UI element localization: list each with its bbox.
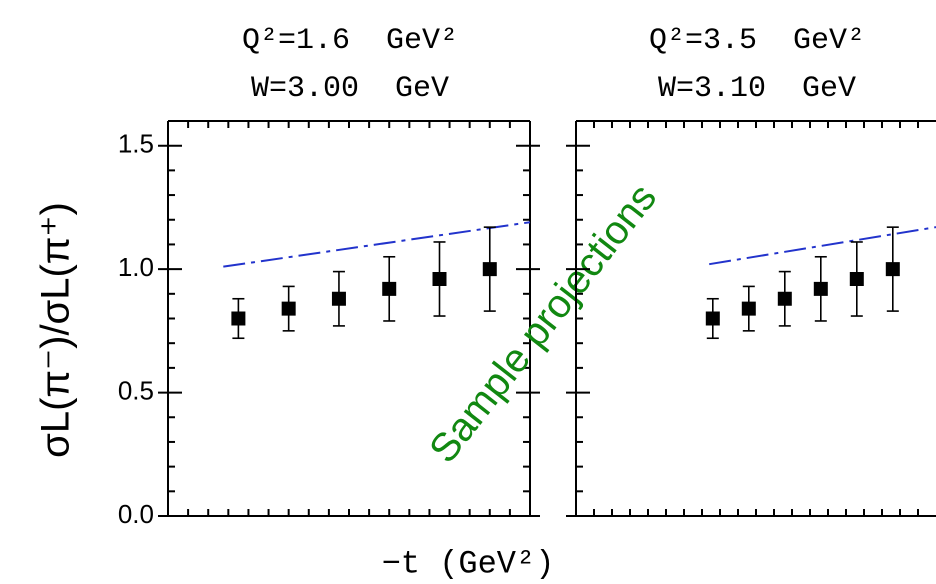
data-point: [849, 272, 864, 286]
panel-title: W=3.00 GeV: [251, 72, 449, 106]
panel-title: Q²=1.6 GeV²: [242, 24, 458, 58]
data-point: [382, 281, 397, 296]
data-point: [741, 301, 756, 316]
panel-title: W=3.10 GeV: [658, 72, 856, 106]
y-axis-label: σL(π⁻)/σL(π⁺): [34, 202, 78, 458]
data-point: [432, 272, 447, 286]
panel-title: Q²=3.5 GeV²: [649, 24, 865, 58]
y-tick-label: 0.5: [118, 375, 154, 405]
data-point: [482, 262, 497, 277]
watermark: Sample projections: [421, 176, 665, 471]
data-point: [885, 262, 900, 277]
model-curve: [223, 221, 531, 268]
y-tick-label: 0.0: [118, 499, 154, 529]
data-point: [231, 311, 246, 326]
x-axis-label: −t (GeV²): [382, 545, 555, 582]
y-tick-label: 1.5: [118, 129, 154, 159]
model-curve: [709, 226, 936, 266]
data-point: [705, 311, 720, 326]
data-point: [331, 291, 346, 306]
data-point: [777, 291, 792, 306]
y-tick-label: 1.0: [118, 252, 154, 282]
data-point: [813, 281, 828, 296]
data-point: [281, 301, 296, 316]
